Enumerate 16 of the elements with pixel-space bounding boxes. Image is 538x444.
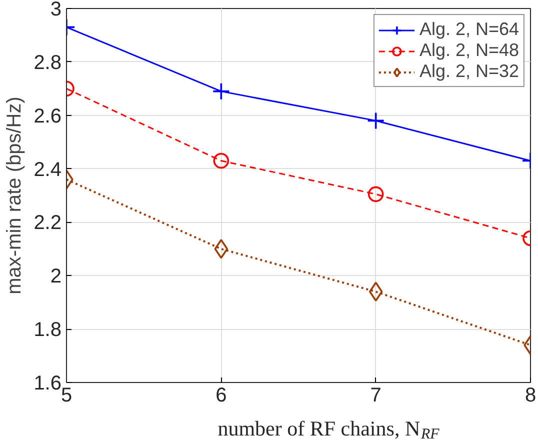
y-tick-label: 1.6 — [34, 372, 62, 394]
y-tick-label: 2 — [50, 266, 62, 288]
x-tick-label: 6 — [216, 384, 227, 406]
x-tick-label: 8 — [524, 384, 536, 406]
x-tick-label: 5 — [60, 384, 72, 406]
y-tick-label: 3 — [50, 0, 62, 20]
y-axis-title: max-min rate (bps/Hz) — [4, 96, 26, 294]
legend-label: Alg. 2, N=48 — [419, 40, 519, 61]
y-tick-label: 2.2 — [34, 212, 62, 234]
x-tick-label: 7 — [370, 384, 382, 406]
y-tick-label: 2.4 — [34, 158, 62, 181]
y-tick-label: 2.6 — [34, 105, 62, 128]
y-tick-label: 1.8 — [34, 319, 62, 342]
y-tick-label: 2.8 — [34, 52, 62, 74]
legend-label: Alg. 2, N=64 — [419, 19, 519, 40]
legend-label: Alg. 2, N=32 — [419, 61, 519, 82]
